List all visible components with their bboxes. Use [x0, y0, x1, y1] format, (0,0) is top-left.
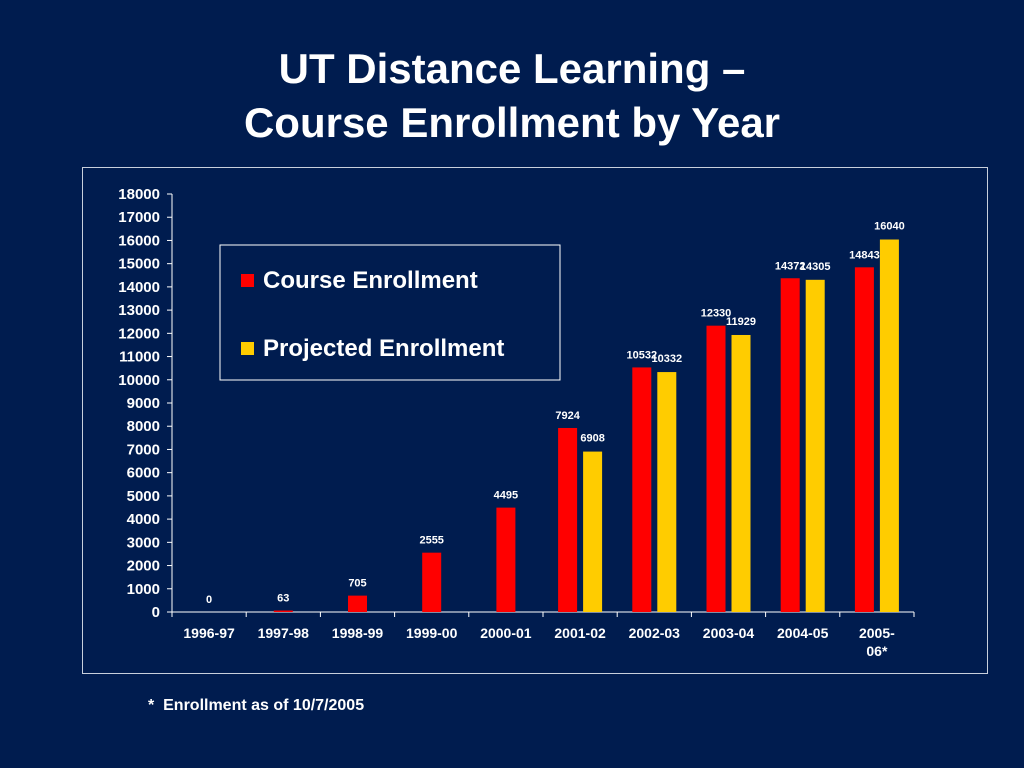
course-enrollment-bar	[780, 278, 800, 612]
x-tick-label: 2005- 06*	[859, 625, 895, 659]
course-enrollment-value-label: 10532	[627, 349, 658, 361]
y-tick-label: 7000	[127, 441, 160, 458]
x-tick-label-line: 2002-03	[629, 625, 681, 641]
y-tick-label: 4000	[127, 511, 160, 528]
x-tick-label-line: 2005-	[859, 625, 895, 641]
x-tick-label-line: 2000-01	[480, 625, 532, 641]
legend-label: Course Enrollment	[263, 267, 478, 294]
course-enrollment-value-label: 12330	[701, 308, 732, 320]
course-enrollment-bar	[496, 507, 516, 612]
y-tick-label: 1000	[127, 581, 160, 598]
y-tick-label: 17000	[118, 209, 160, 226]
projected-enrollment-bar	[805, 279, 825, 612]
course-enrollment-value-label: 0	[206, 594, 212, 606]
legend-swatch	[241, 274, 254, 287]
projected-enrollment-bar	[879, 239, 899, 612]
x-tick-label: 1998-99	[332, 625, 384, 641]
chart-frame: 0 1000 2000 3000 4000 5000 6000 7000 8000 9000 100…	[82, 167, 988, 674]
slide-title: UT Distance Learning – Course Enrollment…	[0, 42, 1024, 150]
course-enrollment-value-label: 705	[348, 578, 366, 590]
axes: 0 1000 2000 3000 4000 5000 6000 7000 8000 9000 100…	[118, 186, 915, 659]
y-tick-label: 0	[152, 604, 160, 621]
projected-enrollment-value-label: 6908	[580, 433, 604, 445]
projected-enrollment-bar	[583, 451, 603, 612]
course-enrollment-value-label: 63	[277, 593, 289, 605]
x-tick-label-line: 1999-00	[406, 625, 458, 641]
course-enrollment-bar	[632, 367, 652, 612]
projected-enrollment-bar	[657, 372, 677, 612]
x-tick-label-line: 2001-02	[554, 625, 606, 641]
x-tick-label: 2001-02	[554, 625, 606, 641]
projected-enrollment-value-label: 11929	[726, 316, 756, 328]
legend-swatch	[241, 342, 254, 355]
x-tick-label: 2004-05	[777, 625, 829, 641]
course-enrollment-bar	[273, 610, 293, 612]
legend-box	[219, 244, 561, 381]
x-tick-label-line: 1997-98	[258, 625, 310, 641]
course-enrollment-bar	[706, 325, 726, 612]
course-enrollment-value-label: 2555	[419, 535, 443, 547]
x-tick-label: 2002-03	[629, 625, 681, 641]
x-tick-label: 1997-98	[258, 625, 310, 641]
course-enrollment-value-label: 14372	[775, 260, 806, 272]
projected-enrollment-value-label: 10332	[652, 353, 683, 365]
y-tick-label: 2000	[127, 558, 160, 575]
x-tick-label: 1999-00	[406, 625, 458, 641]
y-tick-label: 6000	[127, 465, 160, 482]
x-tick-label-line: 2003-04	[703, 625, 755, 641]
y-tick-label: 16000	[118, 232, 160, 249]
legend: Course Enrollment Projected Enrollment	[219, 244, 561, 381]
y-tick-label: 18000	[118, 186, 160, 203]
projected-enrollment-bar	[731, 334, 751, 612]
y-tick-label: 8000	[127, 418, 160, 435]
y-tick-label: 15000	[118, 256, 160, 273]
y-tick-label: 13000	[118, 302, 160, 319]
course-enrollment-value-label: 7924	[555, 410, 580, 422]
projected-enrollment-value-label: 16040	[874, 221, 905, 233]
y-tick-label: 10000	[118, 372, 160, 389]
course-enrollment-bar	[422, 552, 442, 612]
y-tick-label: 3000	[127, 534, 160, 551]
y-tick-label: 5000	[127, 488, 160, 505]
y-tick-label: 12000	[118, 325, 160, 342]
x-tick-label: 2003-04	[703, 625, 755, 641]
footnote: * Enrollment as of 10/7/2005	[148, 697, 365, 714]
x-tick-label: 1996-97	[183, 625, 235, 641]
x-tick-label: 2000-01	[480, 625, 532, 641]
title-line-1: UT Distance Learning –	[278, 45, 746, 92]
y-tick-label: 9000	[127, 395, 160, 412]
title-line-2: Course Enrollment by Year	[243, 99, 781, 146]
course-enrollment-bar	[558, 427, 578, 612]
x-tick-label-line: 2004-05	[777, 625, 829, 641]
x-tick-label-line: 06*	[866, 643, 888, 659]
y-tick-label: 11000	[119, 349, 160, 366]
x-tick-label-line: 1996-97	[183, 625, 235, 641]
course-enrollment-bar	[854, 267, 874, 612]
legend-label: Projected Enrollment	[263, 335, 504, 362]
bars	[273, 239, 899, 612]
enrollment-bar-chart: 0 1000 2000 3000 4000 5000 6000 7000 8000 9000 100…	[118, 186, 915, 659]
projected-enrollment-value-label: 14305	[800, 261, 831, 273]
course-enrollment-bar	[348, 595, 367, 612]
course-enrollment-value-label: 14843	[849, 249, 880, 261]
course-enrollment-value-label: 4495	[494, 490, 518, 502]
x-tick-label-line: 1998-99	[332, 625, 384, 641]
y-tick-label: 14000	[118, 279, 160, 296]
